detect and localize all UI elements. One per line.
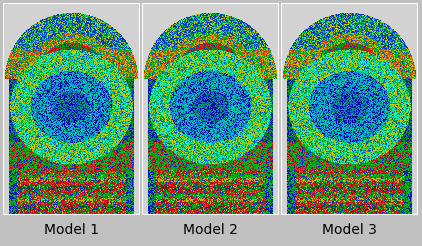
Bar (3, 3, 139, 214)
Text: Model 3: Model 3 (322, 223, 376, 237)
Text: Model 1: Model 1 (43, 223, 98, 237)
Text: Model 2: Model 2 (183, 223, 238, 237)
Bar (142, 3, 278, 214)
Bar (281, 3, 417, 214)
